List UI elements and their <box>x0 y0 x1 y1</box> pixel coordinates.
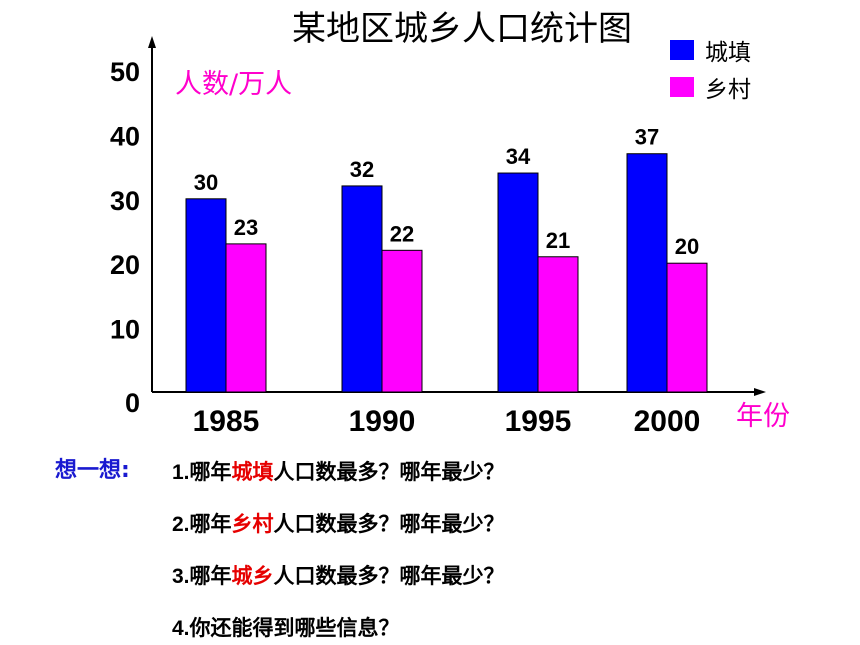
data-label: 34 <box>506 144 531 169</box>
legend-swatch-rural <box>670 77 694 97</box>
bar-rural-1990 <box>381 249 423 393</box>
y-tick-label: 10 <box>110 315 140 345</box>
y-tick-label: 50 <box>110 57 140 87</box>
y-axis-arrow <box>148 36 156 48</box>
y-tick-labels: 0 10 20 30 40 50 <box>110 57 140 418</box>
x-tick-label: 1990 <box>349 405 416 438</box>
x-tick-label: 1985 <box>193 405 260 438</box>
data-label: 22 <box>390 221 414 246</box>
y-tick-label: 40 <box>110 121 140 151</box>
chart-title: 某地区城乡人口统计图 <box>292 9 632 49</box>
bar-urban-1985 <box>185 198 227 393</box>
x-axis-label: 年份 <box>736 401 790 432</box>
y-tick-label: 30 <box>110 186 140 216</box>
data-label: 32 <box>350 157 374 182</box>
data-label: 30 <box>194 170 218 195</box>
x-tick-label: 2000 <box>634 405 701 438</box>
bar-urban-1990 <box>341 185 383 393</box>
bar-urban-2000 <box>626 153 668 393</box>
bar-rural-1985 <box>225 243 267 393</box>
data-label: 23 <box>234 215 258 240</box>
bar-rural-2000 <box>666 262 708 393</box>
category-labels: 1985 1990 1995 2000 <box>193 405 701 438</box>
bar-rural-1995 <box>537 256 579 393</box>
legend-label-rural: 乡村 <box>705 77 751 103</box>
x-tick-label: 1995 <box>505 405 572 438</box>
data-label: 21 <box>546 228 570 253</box>
legend-swatch-urban <box>670 40 694 60</box>
y-tick-label: 20 <box>110 250 140 280</box>
legend-label-urban: 城填 <box>705 40 751 66</box>
x-axis-arrow <box>754 388 766 396</box>
y-tick-label: 0 <box>125 388 140 418</box>
y-axis-label: 人数/万人 <box>175 69 292 100</box>
bars: 30 23 32 22 34 21 37 20 <box>185 125 708 393</box>
data-label: 37 <box>635 125 659 150</box>
data-label: 20 <box>675 234 699 259</box>
bar-urban-1995 <box>497 172 539 393</box>
